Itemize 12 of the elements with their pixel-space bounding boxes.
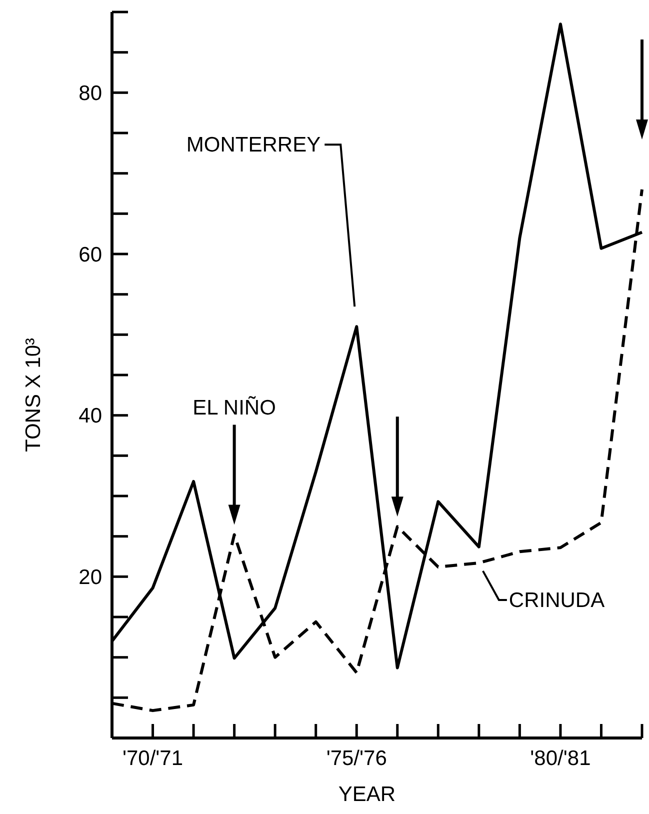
y-tick-label: 20: [78, 566, 102, 590]
annotation: EL NIÑO: [192, 396, 276, 420]
x-tick-label: '70/'71: [122, 747, 184, 770]
y-axis-title: TONS X 10³: [22, 338, 45, 452]
x-tick-label: '75/'76: [326, 747, 387, 770]
y-tick-label: 80: [78, 82, 102, 106]
x-axis-title: YEAR: [338, 783, 396, 806]
x-tick-label: '80/'81: [530, 747, 591, 770]
annotation: MONTERREY: [186, 134, 321, 157]
y-tick-label: 60: [78, 243, 102, 266]
y-tick-label: 40: [78, 404, 102, 428]
annotation: CRINUDA: [508, 588, 605, 612]
